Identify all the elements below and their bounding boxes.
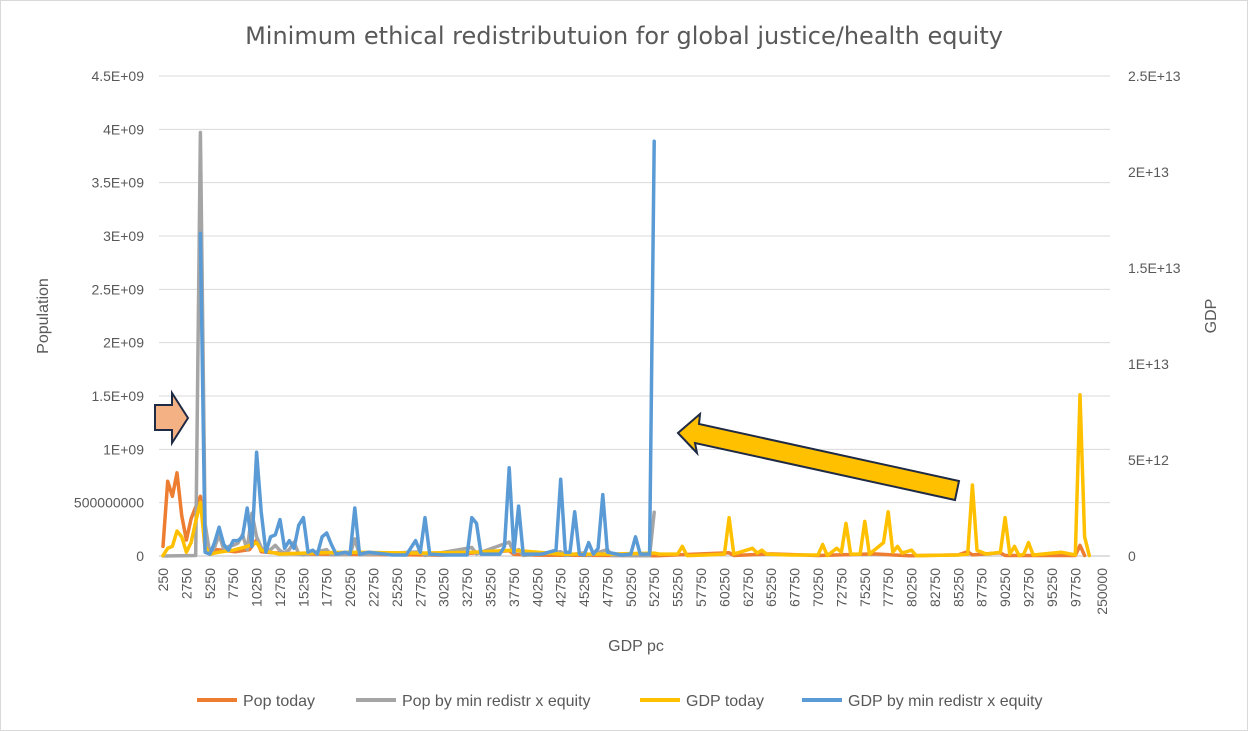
- right-axis-ticks: 0 5E+12 1E+13 1.5E+13 2E+13 2.5E+13: [1128, 68, 1181, 564]
- x-tick-label: 27750: [412, 568, 428, 607]
- x-tick-label: 12750: [272, 568, 288, 607]
- y2-axis-title: GDP: [1203, 299, 1220, 334]
- x-axis-ticks: 250 2750 5250 7750 10250 12750 15250 17750 20250…: [155, 568, 1110, 615]
- x-tick-label: 2750: [178, 568, 194, 599]
- x-tick-label: 35250: [482, 568, 498, 607]
- x-tick-label: 7750: [225, 568, 241, 599]
- x-tick-label: 10250: [249, 568, 265, 607]
- y-tick-label: 4E+09: [103, 121, 144, 137]
- y2-tick-label: 2.5E+13: [1128, 68, 1181, 84]
- y2-tick-label: 0: [1128, 548, 1136, 564]
- x-tick-label: 15250: [295, 568, 311, 607]
- left-axis-ticks: 0 500000000 1E+09 1.5E+09 2E+09 2.5E+09 3E+09 3…: [74, 68, 144, 564]
- x-tick-label: 75250: [857, 568, 873, 607]
- gridlines: [159, 75, 1110, 557]
- series-line-3: [161, 392, 1092, 558]
- x-tick-label: 5250: [202, 568, 218, 599]
- left-arrow-annotation: [676, 411, 961, 502]
- y-tick-label: 1.5E+09: [91, 388, 144, 404]
- x-tick-label: 60250: [716, 568, 732, 607]
- x-tick-label: 47750: [599, 568, 615, 607]
- x-tick-label: 85250: [950, 568, 966, 607]
- x-tick-label: 52750: [646, 568, 662, 607]
- legend: Pop today Pop by min redistr x equity GDP …: [197, 693, 1042, 710]
- y-tick-label: 2E+09: [103, 335, 144, 351]
- x-tick-label: 95250: [1044, 568, 1060, 607]
- x-tick-label: 92750: [1021, 568, 1037, 607]
- x-axis-title: GDP pc: [608, 638, 664, 655]
- x-tick-label: 42750: [553, 568, 569, 607]
- x-tick-label: 50250: [623, 568, 639, 607]
- x-tick-label: 37750: [506, 568, 522, 607]
- y-tick-label: 3E+09: [103, 228, 144, 244]
- series-line-4: [198, 139, 656, 557]
- y2-tick-label: 1E+13: [1128, 356, 1169, 372]
- x-tick-label: 45250: [576, 568, 592, 607]
- x-tick-label: 32750: [459, 568, 475, 607]
- x-tick-label: 57750: [693, 568, 709, 607]
- legend-label: GDP today: [686, 693, 764, 710]
- x-tick-label: 77750: [880, 568, 896, 607]
- y-axis-title: Population: [35, 278, 52, 354]
- chart-title: Minimum ethical redistributuion for glob…: [245, 22, 1003, 50]
- legend-label: GDP by min redistr x equity: [848, 693, 1042, 710]
- x-tick-label: 62750: [740, 568, 756, 607]
- x-tick-label: 25250: [389, 568, 405, 607]
- y-tick-label: 4.5E+09: [91, 68, 144, 84]
- right-arrow-annotation: [154, 389, 190, 447]
- x-tick-label: 250: [155, 568, 171, 592]
- x-tick-label: 65250: [763, 568, 779, 607]
- legend-label: Pop today: [243, 693, 315, 710]
- legend-label: Pop by min redistr x equity: [402, 693, 591, 710]
- x-tick-label: 87750: [974, 568, 990, 607]
- y2-tick-label: 1.5E+13: [1128, 260, 1181, 276]
- x-tick-label: 22750: [366, 568, 382, 607]
- x-tick-label: 97750: [1067, 568, 1083, 607]
- x-tick-label: 55250: [670, 568, 686, 607]
- series-lines: [161, 130, 1092, 558]
- x-tick-label: 70250: [810, 568, 826, 607]
- y2-tick-label: 2E+13: [1128, 164, 1169, 180]
- x-tick-label: 17750: [319, 568, 335, 607]
- y2-tick-label: 5E+12: [1128, 452, 1169, 468]
- y-tick-label: 500000000: [74, 495, 144, 511]
- x-tick-label: 30250: [436, 568, 452, 607]
- x-tick-label: 82750: [927, 568, 943, 607]
- y-tick-label: 2.5E+09: [91, 281, 144, 297]
- x-tick-label: 250000: [1094, 568, 1110, 615]
- x-tick-label: 40250: [529, 568, 545, 607]
- x-tick-label: 90250: [997, 568, 1013, 607]
- y-tick-label: 3.5E+09: [91, 175, 144, 191]
- y-tick-label: 1E+09: [103, 441, 144, 457]
- x-tick-label: 67750: [787, 568, 803, 607]
- x-tick-label: 72750: [833, 568, 849, 607]
- x-tick-label: 80250: [904, 568, 920, 607]
- x-tick-label: 20250: [342, 568, 358, 607]
- y-tick-label: 0: [136, 548, 144, 564]
